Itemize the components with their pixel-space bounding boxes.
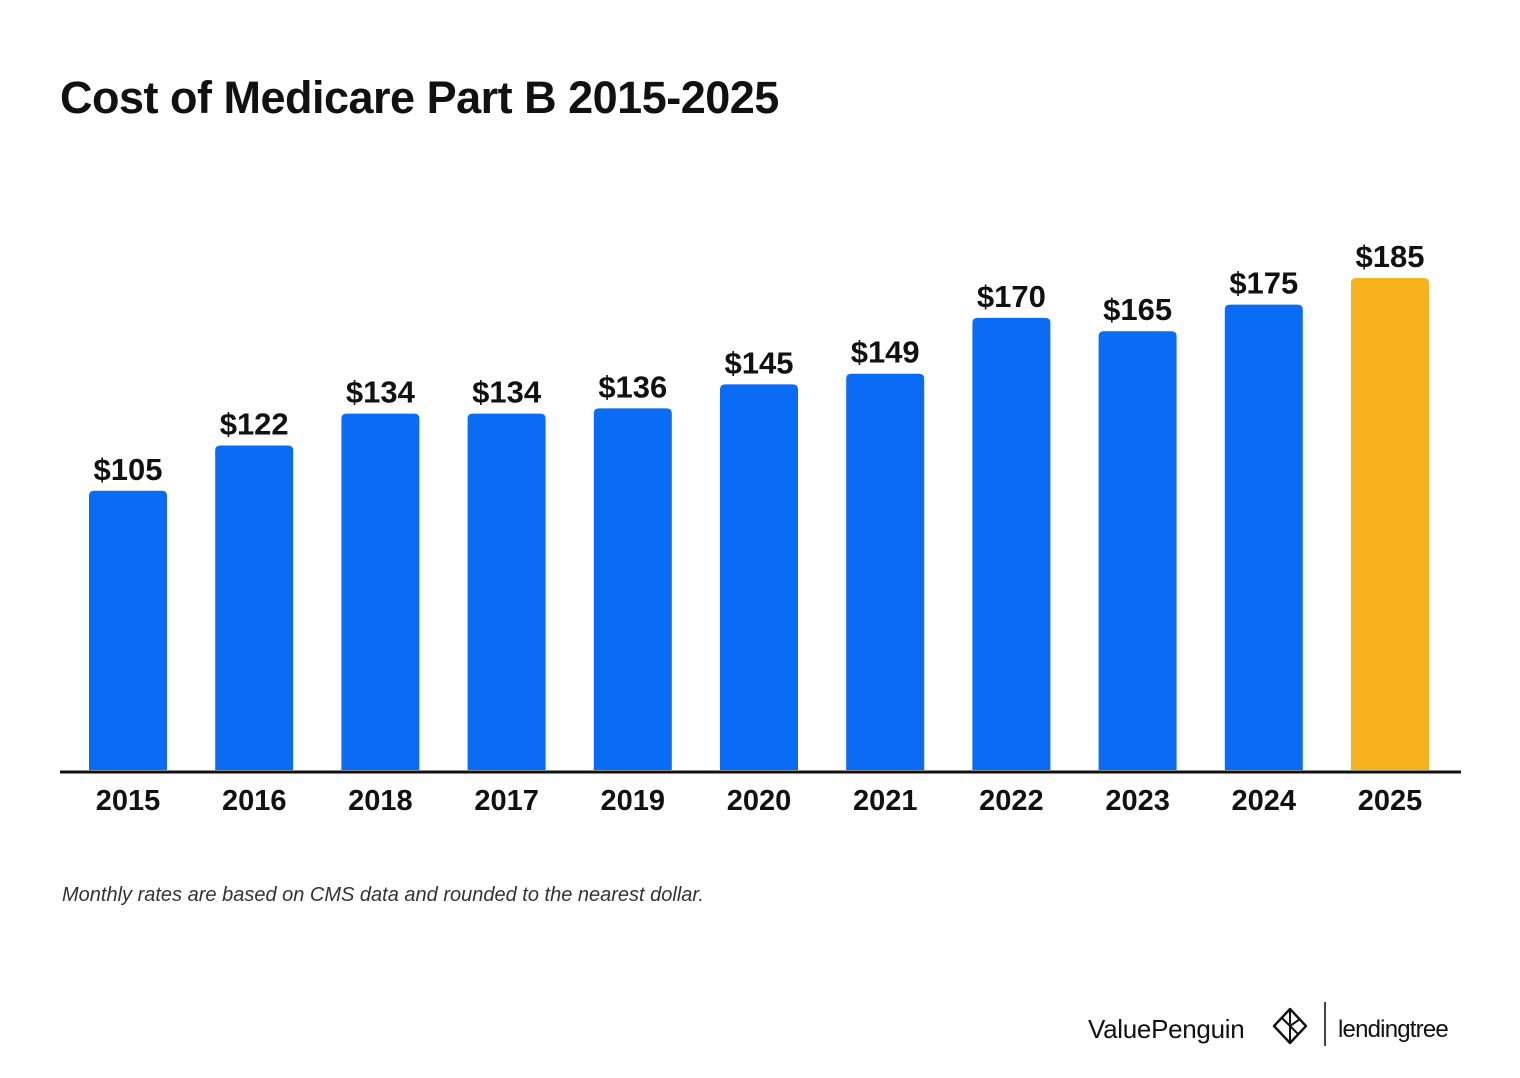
value-label-2021: $149	[851, 335, 920, 370]
brand-divider	[1324, 1002, 1326, 1046]
bar-2021	[846, 373, 925, 770]
tick-labels-group: 2015 2016 2018 2017 2019 2020 2021 2022 2023 2024…	[96, 785, 1423, 817]
bars-group	[89, 278, 1429, 770]
value-label-2018: $134	[346, 375, 416, 410]
bar-2017	[467, 413, 546, 770]
bar-2019	[593, 408, 672, 770]
tick-label-2022: 2022	[979, 785, 1044, 817]
value-label-2020: $145	[725, 345, 794, 380]
tick-label-2019: 2019	[601, 785, 666, 817]
tick-label-2021: 2021	[853, 785, 918, 817]
bar-2016	[215, 445, 294, 770]
tick-label-2024: 2024	[1232, 785, 1297, 817]
tick-label-2020: 2020	[727, 785, 792, 817]
bar-2018	[341, 413, 420, 770]
tick-label-2025: 2025	[1358, 785, 1423, 817]
bar-2015	[89, 490, 167, 770]
tick-label-2016: 2016	[222, 785, 287, 817]
value-label-2022: $170	[977, 279, 1046, 314]
brand-logos: ValuePenguin lendingtree	[1088, 1000, 1468, 1050]
value-label-2023: $165	[1103, 292, 1172, 327]
bar-2023	[1098, 331, 1177, 770]
value-label-2016: $122	[220, 407, 289, 442]
footnote: Monthly rates are based on CMS data and …	[62, 884, 704, 906]
tick-label-2015: 2015	[96, 785, 161, 817]
value-label-2017: $134	[472, 375, 542, 410]
tick-label-2017: 2017	[474, 785, 539, 817]
lendingtree-logo: lendingtree	[1338, 1016, 1449, 1043]
bar-2022	[972, 317, 1051, 770]
tick-label-2018: 2018	[348, 785, 413, 817]
bar-2020	[720, 384, 798, 770]
value-label-2024: $175	[1229, 266, 1298, 301]
value-label-2015: $105	[94, 452, 163, 487]
chart-title: Cost of Medicare Part B 2015-2025	[60, 72, 779, 123]
tick-label-2023: 2023	[1105, 785, 1170, 817]
value-label-2019: $136	[598, 369, 667, 404]
valuepenguin-logo: ValuePenguin	[1088, 1014, 1245, 1044]
value-label-2025: $185	[1356, 239, 1425, 274]
bar-2024	[1224, 304, 1303, 770]
penguin-logo-icon	[1272, 1007, 1308, 1045]
bar-2025	[1351, 278, 1429, 770]
value-labels-group: $105 $122 $134 $134 $136 $145 $149 $170 $165 $175…	[94, 239, 1425, 487]
